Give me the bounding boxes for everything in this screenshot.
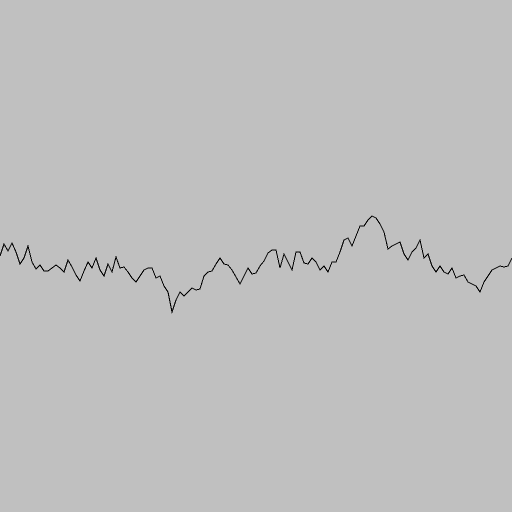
terrain-profile-line xyxy=(0,215,512,314)
